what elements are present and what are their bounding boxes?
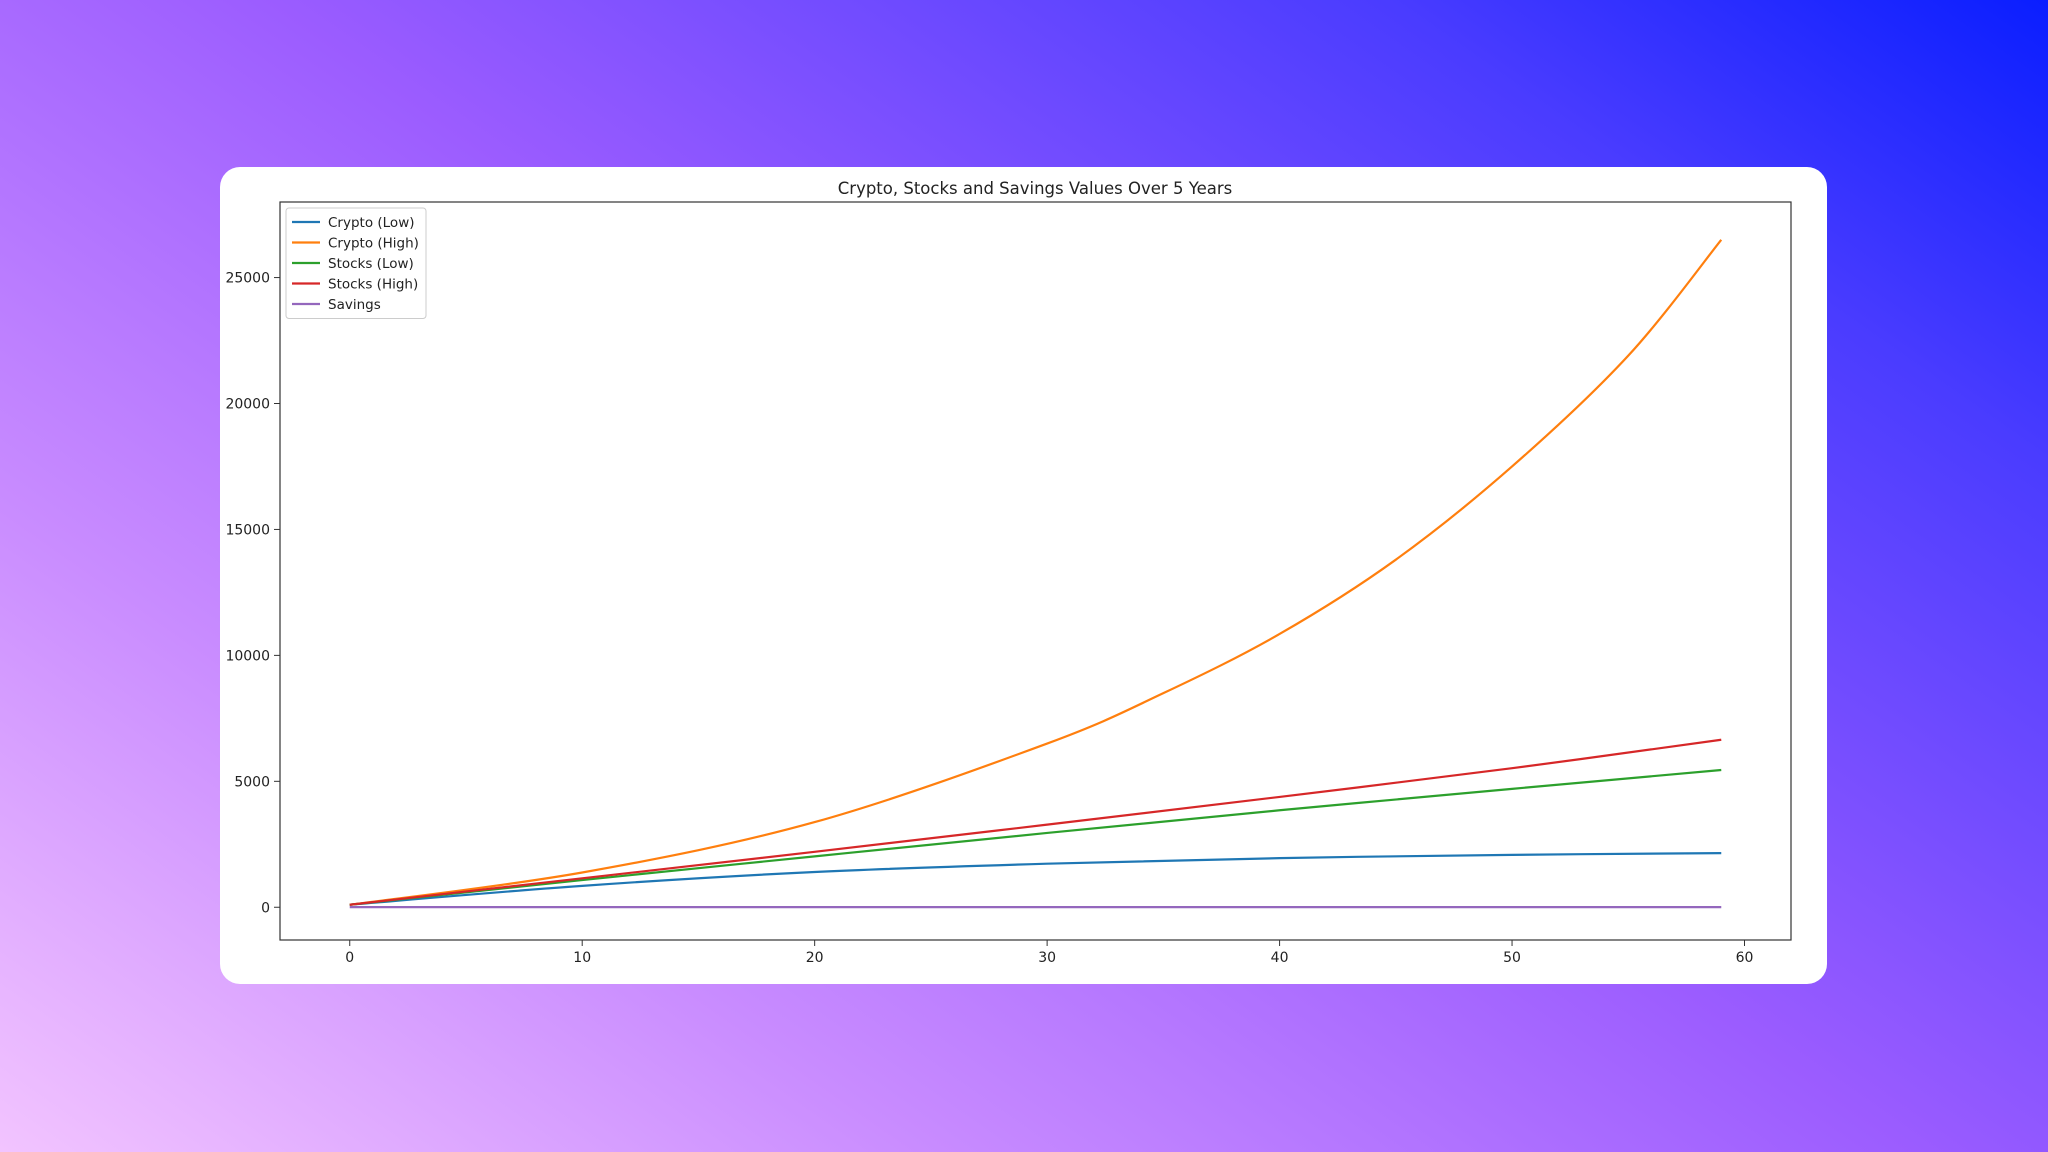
- x-tick-label: 50: [1503, 950, 1521, 966]
- series-lines: [349, 239, 1723, 909]
- x-tick-label: 40: [1271, 950, 1289, 966]
- y-axis: 0 5000 10000 15000 20000 25000: [225, 271, 280, 916]
- series-line-stocks-high: [349, 738, 1722, 906]
- y-tick-label: 5000: [234, 774, 270, 790]
- chart-title: Crypto, Stocks and Savings Values Over 5…: [838, 179, 1232, 198]
- x-axis: 0 10 20 30 40 50 60: [345, 940, 1753, 966]
- x-tick-label: 30: [1038, 950, 1056, 966]
- legend: Crypto (Low) Crypto (High) Stocks (Low) Sto…: [285, 207, 427, 319]
- plot-frame: [279, 201, 1792, 941]
- x-tick-label: 20: [806, 950, 824, 966]
- y-tick-label: 10000: [225, 648, 270, 664]
- legend-label-crypto-low: Crypto (Low): [328, 215, 415, 231]
- series-line-crypto-high: [349, 239, 1723, 906]
- line-chart: Crypto, Stocks and Savings Values Over 5…: [225, 179, 1792, 966]
- x-tick-label: 0: [345, 950, 354, 966]
- y-tick-label: 25000: [225, 271, 270, 287]
- legend-label-stocks-high: Stocks (High): [328, 277, 418, 293]
- y-tick-label: 15000: [225, 522, 270, 538]
- x-tick-label: 60: [1736, 950, 1754, 966]
- x-tick-label: 10: [573, 950, 591, 966]
- legend-label-crypto-high: Crypto (High): [328, 236, 419, 252]
- y-tick-label: 0: [261, 900, 270, 916]
- legend-box: [285, 207, 427, 319]
- legend-label-stocks-low: Stocks (Low): [328, 256, 414, 272]
- y-tick-label: 20000: [225, 397, 270, 413]
- series-line-crypto-low: [349, 852, 1722, 906]
- legend-label-savings: Savings: [328, 297, 381, 313]
- chart-card: Crypto, Stocks and Savings Values Over 5…: [220, 167, 1827, 984]
- series-line-stocks-low: [349, 768, 1722, 906]
